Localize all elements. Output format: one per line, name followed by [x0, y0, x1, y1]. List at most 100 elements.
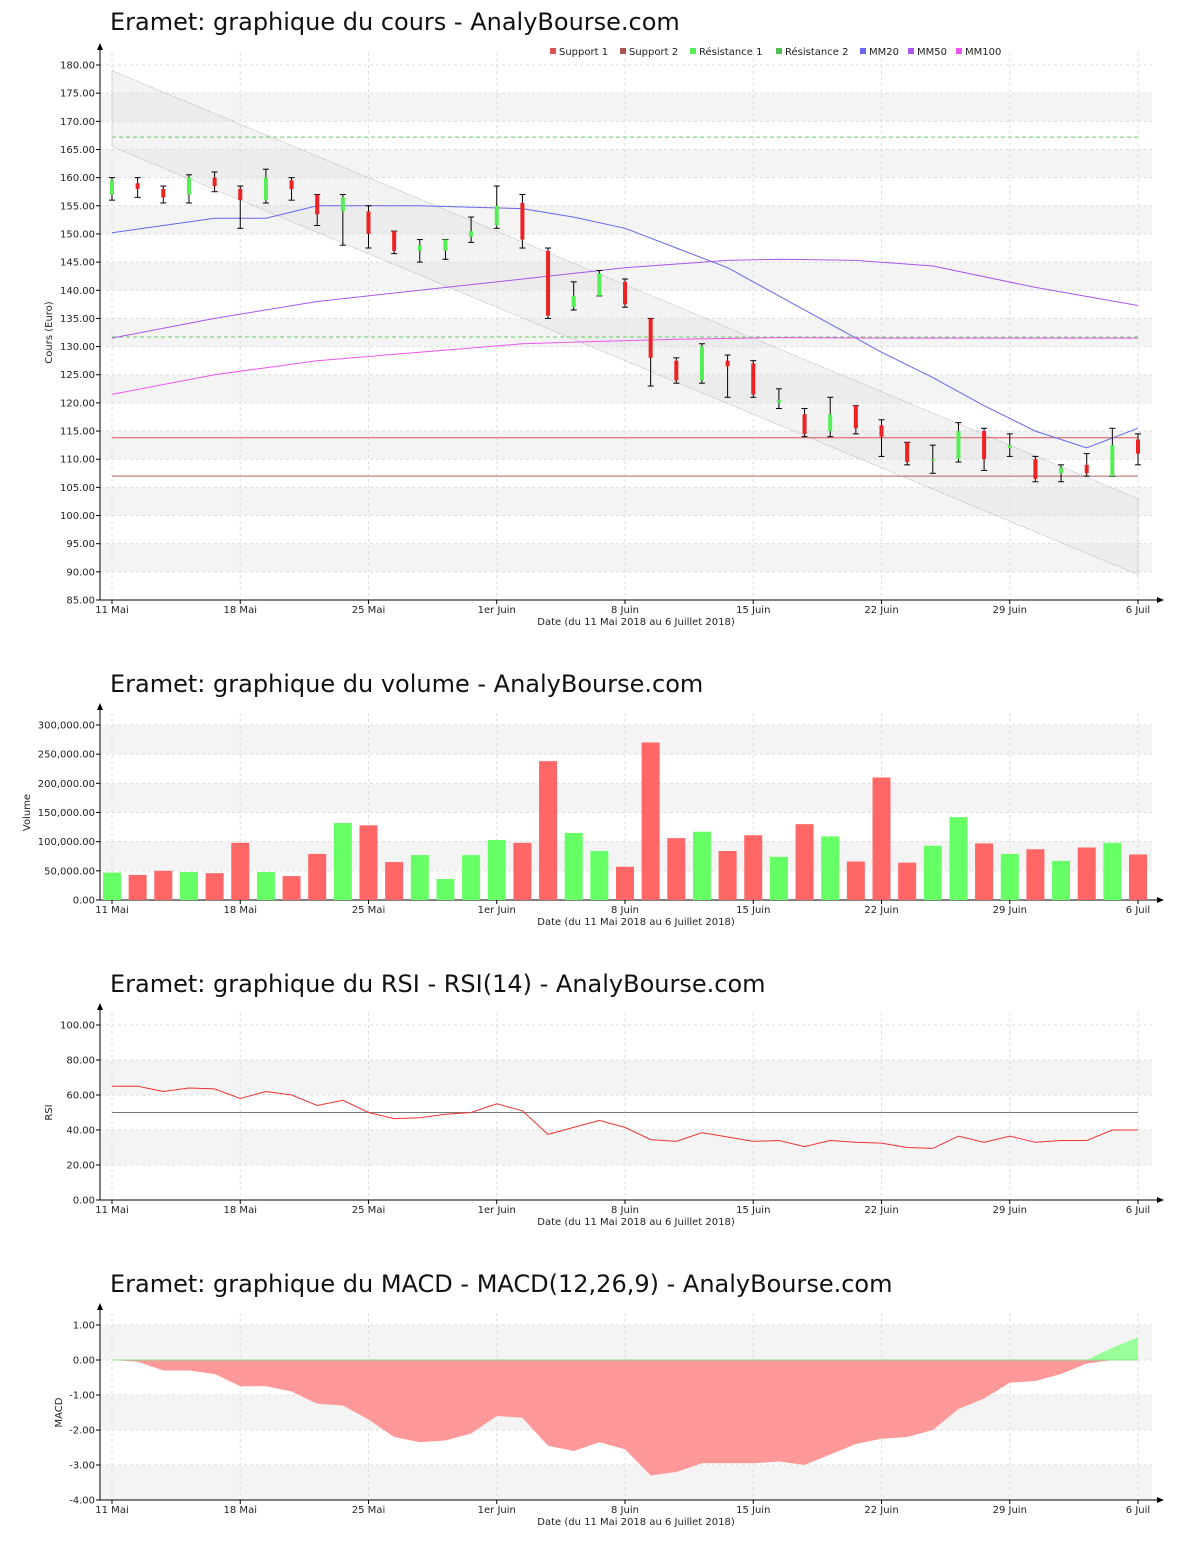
legend-label: Support 2	[629, 47, 678, 58]
x-tick-label: 6 Juil	[1126, 905, 1150, 916]
y-tick-label: 50,000.00	[44, 866, 95, 877]
legend-swatch	[956, 48, 962, 54]
grid-band	[100, 543, 1152, 572]
candle-body	[1110, 445, 1115, 477]
y-axis-arrow	[97, 1303, 103, 1310]
volume-bar	[359, 825, 378, 900]
legend-swatch	[550, 48, 556, 54]
x-axis-arrow	[1157, 597, 1164, 603]
volume-bar	[590, 851, 609, 900]
y-tick-label: 20.00	[66, 1161, 95, 1172]
candle-body	[1033, 459, 1038, 479]
legend-swatch	[690, 48, 696, 54]
volume-bar	[1129, 854, 1147, 900]
legend-label: Résistance 2	[785, 46, 848, 58]
x-tick-label: 1er Juin	[478, 605, 516, 616]
y-tick-label: 165.00	[60, 145, 95, 156]
grid-band	[100, 149, 1152, 178]
volume-bar	[769, 856, 788, 900]
volume-bar	[462, 855, 481, 900]
price-chart: 85.00 90.00 95.00 100.00 105.00 110.00 115.00 1…	[44, 43, 1164, 628]
candle-body	[828, 414, 833, 432]
y-tick-label: 95.00	[66, 539, 95, 550]
volume-bar	[385, 862, 404, 900]
x-tick-label: 6 Juil	[1126, 1205, 1150, 1216]
volume-bar	[667, 838, 686, 900]
mm50-line	[111, 258, 1139, 339]
y-tick-label: 200,000.00	[38, 779, 95, 790]
x-axis-arrow	[1157, 1197, 1164, 1203]
y-tick-label: 125.00	[60, 370, 95, 381]
volume-bar	[564, 832, 583, 900]
volume-bar	[1026, 849, 1045, 900]
volume-bar	[616, 866, 634, 900]
volume-bar	[410, 855, 429, 900]
candle-body	[161, 188, 166, 198]
x-tick-label: 22 Juin	[864, 905, 898, 916]
candle-body	[751, 363, 756, 395]
y-tick-label: 100.00	[60, 511, 95, 522]
volume-bar	[923, 845, 942, 900]
y-tick-label: 115.00	[60, 427, 95, 438]
candle-body	[725, 360, 730, 367]
volume-bar	[539, 761, 558, 900]
x-tick-label: 18 Mai	[224, 605, 257, 616]
legend-swatch	[860, 48, 866, 54]
grid-band	[100, 93, 1152, 122]
x-tick-label: 8 Juin	[611, 1205, 639, 1216]
y-tick-label: 150.00	[60, 229, 95, 240]
candle-body	[186, 177, 191, 195]
candle-body	[315, 194, 320, 215]
candle-body	[135, 183, 140, 189]
y-tick-label: -2.00	[69, 1426, 95, 1437]
rsi-chart-title: Eramet: graphique du RSI - RSI(14) - Ana…	[110, 970, 766, 998]
volume-bar	[436, 879, 455, 900]
grid-band	[100, 205, 1152, 234]
volume-bar	[898, 862, 917, 900]
grid-band	[100, 1325, 1152, 1360]
x-tick-label: 29 Juin	[993, 905, 1027, 916]
y-tick-label: 160.00	[60, 173, 95, 184]
volume-bar	[282, 876, 301, 900]
x-tick-label: 8 Juin	[611, 905, 639, 916]
x-axis-label: Date (du 11 Mai 2018 au 6 Juillet 2018)	[537, 1217, 735, 1228]
y-tick-label: 170.00	[60, 117, 95, 128]
x-tick-label: 25 Mai	[352, 905, 385, 916]
volume-bar	[846, 861, 865, 900]
x-tick-label: 29 Juin	[993, 1505, 1027, 1516]
candle-body	[1059, 467, 1064, 474]
x-tick-label: 22 Juin	[864, 1505, 898, 1516]
candle-body	[212, 177, 217, 187]
volume-bar	[128, 874, 147, 900]
grid-band	[100, 431, 1152, 460]
volume-bar	[975, 843, 994, 900]
volume-bar	[231, 842, 250, 900]
candle-body	[417, 245, 422, 251]
candle-body	[623, 281, 627, 305]
candle-body	[392, 231, 397, 251]
candle-body	[905, 442, 910, 463]
candle-body	[340, 197, 345, 212]
mm100-line	[111, 337, 1138, 395]
price-chart-title: Eramet: graphique du cours - AnalyBourse…	[110, 8, 680, 36]
grid-band	[100, 1130, 1152, 1165]
volume-bar	[487, 839, 506, 900]
candle-body	[494, 205, 499, 226]
grid-band	[100, 318, 1152, 347]
x-tick-label: 25 Mai	[352, 1505, 385, 1516]
legend-swatch	[776, 48, 782, 54]
volume-bar	[308, 853, 327, 900]
x-tick-label: 1er Juin	[478, 905, 516, 916]
y-tick-label: 0.00	[73, 1196, 95, 1207]
y-axis-arrow	[97, 1003, 103, 1010]
y-tick-label: 175.00	[60, 89, 95, 100]
volume-chart-title: Eramet: graphique du volume - AnalyBours…	[110, 670, 704, 698]
candle-body	[930, 459, 935, 461]
volume-bar	[1077, 847, 1096, 900]
candle-body	[699, 346, 704, 381]
x-tick-label: 15 Juin	[736, 905, 770, 916]
x-tick-label: 15 Juin	[736, 1505, 770, 1516]
y-tick-label: -1.00	[69, 1391, 95, 1402]
y-axis-label: Volume	[22, 794, 33, 831]
candle-body	[1007, 445, 1012, 448]
